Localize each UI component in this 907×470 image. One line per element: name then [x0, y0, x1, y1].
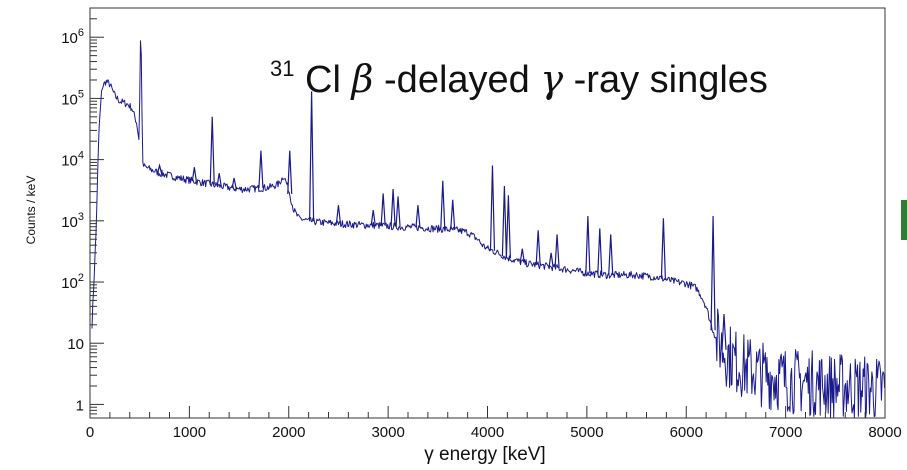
- y-axis-title: Counts / keV: [24, 176, 38, 245]
- y-tick-label: 103: [61, 211, 84, 231]
- spectrum-peak: [585, 215, 591, 274]
- spectrum-peak: [721, 313, 727, 350]
- spectrum-peak: [660, 218, 666, 279]
- spectrum-peak: [535, 230, 541, 266]
- spectrum-peak: [287, 150, 293, 194]
- y-tick-label: 104: [61, 150, 84, 170]
- y-tick-label: 10: [67, 336, 84, 353]
- spectrum-line: [91, 40, 886, 419]
- title-mid: -delayed: [384, 59, 540, 101]
- title-gamma: γ: [540, 57, 563, 101]
- spectrum-peak: [370, 209, 376, 226]
- x-tick-label: 3000: [371, 424, 404, 441]
- spectrum-peak: [505, 195, 511, 259]
- title-mass-number: 31: [270, 56, 294, 81]
- spectrum-peak: [450, 199, 456, 230]
- spectrum-peak: [395, 196, 401, 227]
- spectrum-peak: [380, 193, 386, 226]
- slide-edge-marker: [901, 200, 907, 240]
- title-beta: β: [350, 57, 374, 101]
- spectrum-peak: [608, 234, 614, 276]
- x-tick-label: 1000: [173, 424, 206, 441]
- spectrum-series: [91, 40, 886, 419]
- spectrum-peak: [519, 248, 525, 263]
- y-tick-label: 102: [61, 272, 84, 292]
- spectrum-peak: [390, 189, 396, 227]
- chart-title: 31 Cl β -delayed γ -ray singles: [270, 43, 768, 101]
- spectrum-peak: [548, 252, 554, 268]
- spectrum-peak: [489, 165, 496, 251]
- spectrum-peak: [191, 167, 197, 182]
- x-axis-title: γ energy [keV]: [424, 444, 545, 465]
- x-tick-label: 6000: [670, 424, 703, 441]
- x-tick-label: 0: [86, 424, 94, 441]
- spectrum-peak: [710, 215, 716, 331]
- spectrum-peak: [415, 205, 421, 228]
- spectrum-peak: [231, 177, 237, 189]
- spectrum-peak: [156, 163, 163, 174]
- x-tick-label: 5000: [570, 424, 603, 441]
- x-tick-label: 4000: [471, 424, 504, 441]
- y-tick-label: 106: [61, 27, 84, 47]
- y-tick-label: 105: [61, 88, 84, 108]
- spectrum-peak: [554, 234, 560, 268]
- spectrum-peak: [501, 186, 507, 257]
- spectrum-peak: [597, 228, 603, 275]
- title-end: -ray singles: [574, 59, 768, 101]
- spectrum-peak: [440, 180, 446, 230]
- spectrum-peak: [216, 173, 222, 187]
- x-tick-label: 7000: [769, 424, 802, 441]
- spectrum-peak: [209, 116, 215, 185]
- x-tick-label: 8000: [868, 424, 901, 441]
- x-tick-label: 2000: [272, 424, 305, 441]
- spectrum-peak: [258, 150, 264, 189]
- title-element: Cl: [305, 59, 341, 101]
- spectrum-peak: [309, 91, 315, 222]
- y-tick-label: 1: [76, 397, 84, 414]
- spectrum-peak: [335, 205, 342, 224]
